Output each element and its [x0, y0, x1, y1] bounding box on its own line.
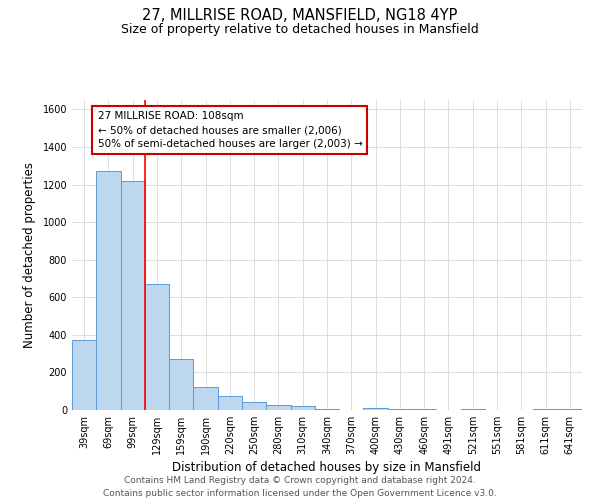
- Bar: [364, 408, 388, 410]
- Bar: [169, 360, 193, 410]
- Bar: [96, 172, 121, 410]
- X-axis label: Distribution of detached houses by size in Mansfield: Distribution of detached houses by size …: [173, 461, 482, 474]
- Text: 27 MILLRISE ROAD: 108sqm
← 50% of detached houses are smaller (2,006)
50% of sem: 27 MILLRISE ROAD: 108sqm ← 50% of detach…: [97, 111, 362, 149]
- Y-axis label: Number of detached properties: Number of detached properties: [23, 162, 35, 348]
- Bar: [72, 340, 96, 410]
- Bar: [461, 409, 485, 410]
- Bar: [533, 409, 558, 410]
- Bar: [388, 409, 412, 410]
- Bar: [412, 409, 436, 410]
- Bar: [558, 409, 582, 410]
- Bar: [145, 284, 169, 410]
- Bar: [121, 181, 145, 410]
- Bar: [266, 406, 290, 410]
- Text: Contains HM Land Registry data © Crown copyright and database right 2024.
Contai: Contains HM Land Registry data © Crown c…: [103, 476, 497, 498]
- Bar: [242, 402, 266, 410]
- Bar: [290, 406, 315, 410]
- Bar: [193, 388, 218, 410]
- Text: 27, MILLRISE ROAD, MANSFIELD, NG18 4YP: 27, MILLRISE ROAD, MANSFIELD, NG18 4YP: [142, 8, 458, 22]
- Text: Size of property relative to detached houses in Mansfield: Size of property relative to detached ho…: [121, 22, 479, 36]
- Bar: [315, 409, 339, 410]
- Bar: [218, 396, 242, 410]
